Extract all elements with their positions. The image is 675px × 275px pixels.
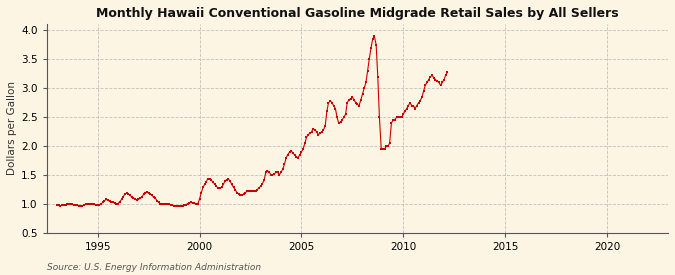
Y-axis label: Dollars per Gallon: Dollars per Gallon — [7, 81, 17, 175]
Title: Monthly Hawaii Conventional Gasoline Midgrade Retail Sales by All Sellers: Monthly Hawaii Conventional Gasoline Mid… — [96, 7, 619, 20]
Text: Source: U.S. Energy Information Administration: Source: U.S. Energy Information Administ… — [47, 263, 261, 272]
